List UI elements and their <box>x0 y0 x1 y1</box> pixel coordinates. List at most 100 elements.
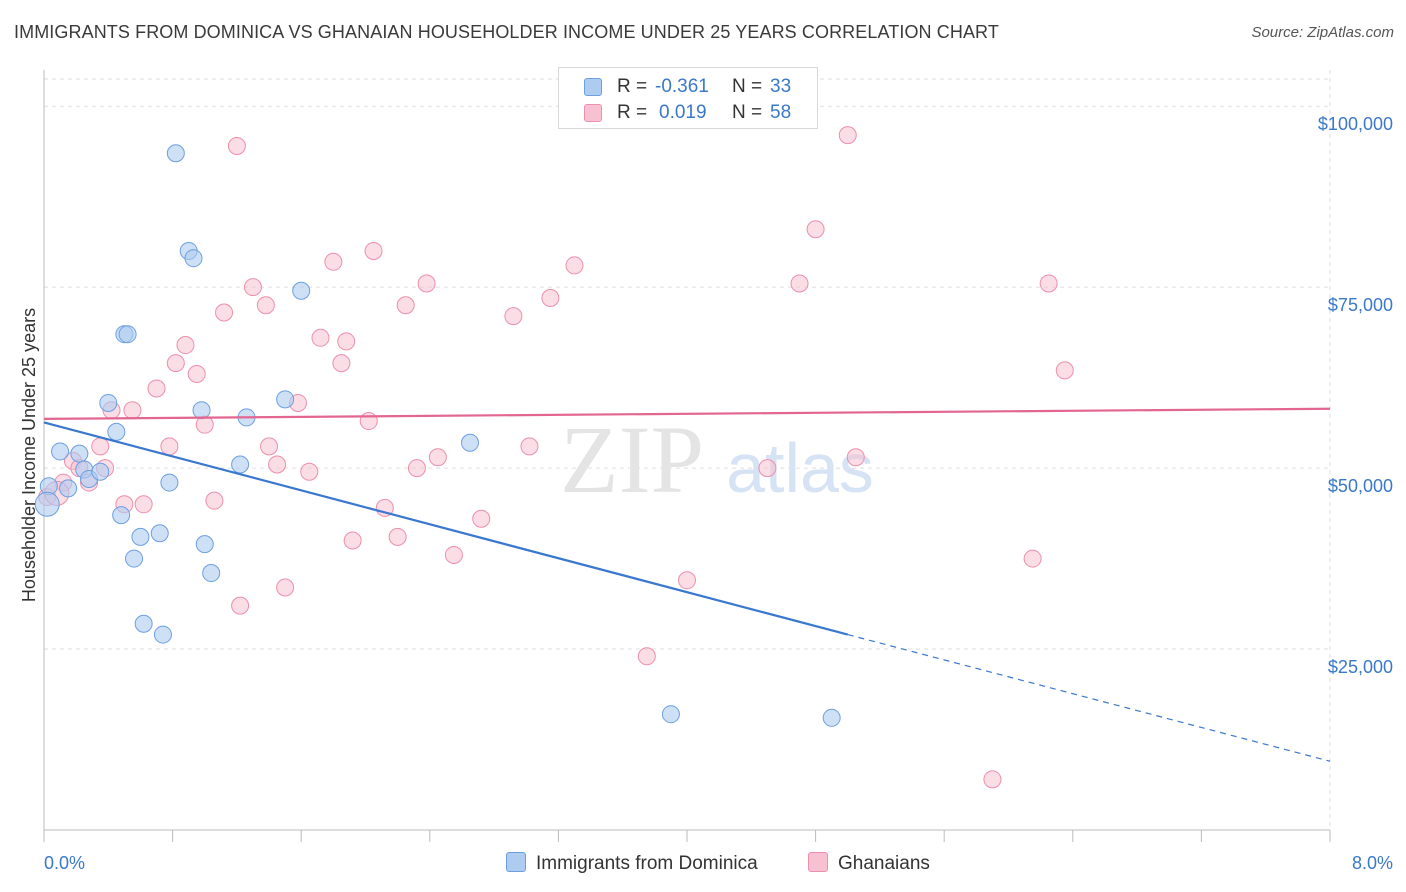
ghanaians-point <box>260 437 279 456</box>
ghanaians-point <box>147 379 166 398</box>
legend-n-value: 58 <box>770 102 792 123</box>
ghanaians-trend-line <box>43 407 1331 420</box>
bottom-legend-ghanaians: Ghanaians <box>808 852 930 875</box>
stats-legend: R = -0.361 N = 33 R = 0.019 N = 58 <box>558 67 818 129</box>
legend-row-dominica: R = -0.361 N = 33 <box>559 74 817 100</box>
legend-n-label: N = <box>732 76 763 97</box>
y-tick-label: $50,000 <box>1328 476 1393 496</box>
legend-n-value: 33 <box>770 76 792 97</box>
ghanaians-point <box>388 527 407 546</box>
dominica-point <box>118 325 137 344</box>
ghanaians-point <box>311 328 330 347</box>
ghanaians-point <box>227 137 246 155</box>
ghanaians-point <box>417 274 436 293</box>
dominica-point <box>160 473 179 492</box>
legend-r-label: R = <box>617 76 648 97</box>
ghanaians-point <box>472 509 491 528</box>
ghanaians-point <box>407 459 426 478</box>
ghanaians-point <box>1055 361 1074 380</box>
bottom-legend-label: Ghanaians <box>838 853 930 874</box>
ghanaians-point <box>838 126 857 145</box>
ghanaians-point <box>243 278 262 297</box>
ghanaians-point <box>187 365 206 383</box>
ghanaians-point <box>846 448 865 467</box>
dominica-point <box>292 281 311 300</box>
legend-swatch-blue <box>584 78 602 96</box>
dominica-point <box>195 535 214 554</box>
dominica-point <box>91 462 110 481</box>
ghanaians-point <box>504 307 523 326</box>
ghanaians-point <box>276 578 295 597</box>
ghanaians-point <box>231 596 250 615</box>
ghanaians-point <box>565 256 584 275</box>
ghanaians-point <box>205 491 224 510</box>
dominica-point <box>34 491 60 517</box>
y-tick-label: $25,000 <box>1328 657 1393 677</box>
ghanaians-point <box>332 354 351 373</box>
dominica-point <box>231 455 250 474</box>
dominica-point <box>59 479 78 498</box>
ghanaians-point <box>324 252 343 271</box>
dominica-point <box>153 625 172 644</box>
dominica-point <box>107 422 126 441</box>
dominica-point <box>460 433 479 452</box>
ghanaians-point <box>637 647 656 666</box>
bottom-swatch-pink <box>808 852 828 872</box>
ghanaians-point <box>359 412 378 431</box>
chart-title: IMMIGRANTS FROM DOMINICA VS GHANAIAN HOU… <box>14 22 999 42</box>
legend-n-label: N = <box>732 102 763 123</box>
y-tick-label: $100,000 <box>1318 114 1393 134</box>
ghanaians-point <box>806 220 825 239</box>
dominica-point <box>166 144 185 163</box>
bottom-legend-label: Immigrants from Dominica <box>536 853 758 874</box>
ghanaians-point <box>215 303 234 322</box>
ghanaians-point <box>790 274 809 293</box>
dominica-point <box>70 444 89 463</box>
dominica-point <box>661 705 680 724</box>
axes <box>43 70 1331 842</box>
legend-swatch-pink <box>584 104 602 122</box>
dominica-point <box>134 614 153 633</box>
tick-labels: $25,000 $50,000 $75,000 $100,000 0.0% 8.0% <box>44 114 1393 873</box>
ghanaians-point <box>1039 274 1058 293</box>
ghanaians-point <box>444 545 463 564</box>
ghanaians-point <box>364 241 383 260</box>
dominica-point <box>131 527 150 546</box>
dominica-trend-extension <box>847 633 1331 762</box>
dominica-points <box>34 144 841 727</box>
dominica-point <box>51 442 70 461</box>
bottom-legend-dominica: Immigrants from Dominica <box>506 852 758 875</box>
ghanaians-point <box>337 332 356 351</box>
dominica-point <box>192 401 211 420</box>
source-label: Source: ZipAtlas.com <box>1251 24 1394 41</box>
x-tick-label: 0.0% <box>44 853 85 873</box>
bottom-swatch-blue <box>506 852 526 872</box>
watermark-atlas: atlas <box>726 429 874 507</box>
ghanaians-point <box>160 437 179 456</box>
ghanaians-point <box>678 571 696 590</box>
ghanaians-point <box>396 296 415 315</box>
dominica-point <box>276 390 295 409</box>
dominica-point <box>202 564 221 583</box>
ghanaians-point <box>300 462 319 481</box>
ghanaians-point <box>541 289 560 307</box>
dominica-point <box>112 506 131 525</box>
ghanaians-point <box>758 459 777 478</box>
ghanaians-point <box>983 770 1002 789</box>
legend-r-value: -0.361 <box>655 76 709 97</box>
y-tick-label: $75,000 <box>1328 295 1393 315</box>
dominica-point <box>99 393 118 412</box>
ghanaians-point <box>343 531 362 550</box>
ghanaians-point <box>428 448 447 467</box>
ghanaians-point <box>256 296 275 315</box>
ghanaians-point <box>134 495 153 514</box>
ghanaians-points <box>38 126 1074 789</box>
y-axis-label: Householder Income Under 25 years <box>19 308 39 602</box>
ghanaians-point <box>520 437 539 456</box>
legend-r-value: 0.019 <box>659 102 707 123</box>
dominica-trend-line <box>43 421 849 636</box>
ghanaians-point <box>123 401 142 420</box>
trend-lines <box>43 407 1331 762</box>
dominica-point <box>125 549 144 568</box>
